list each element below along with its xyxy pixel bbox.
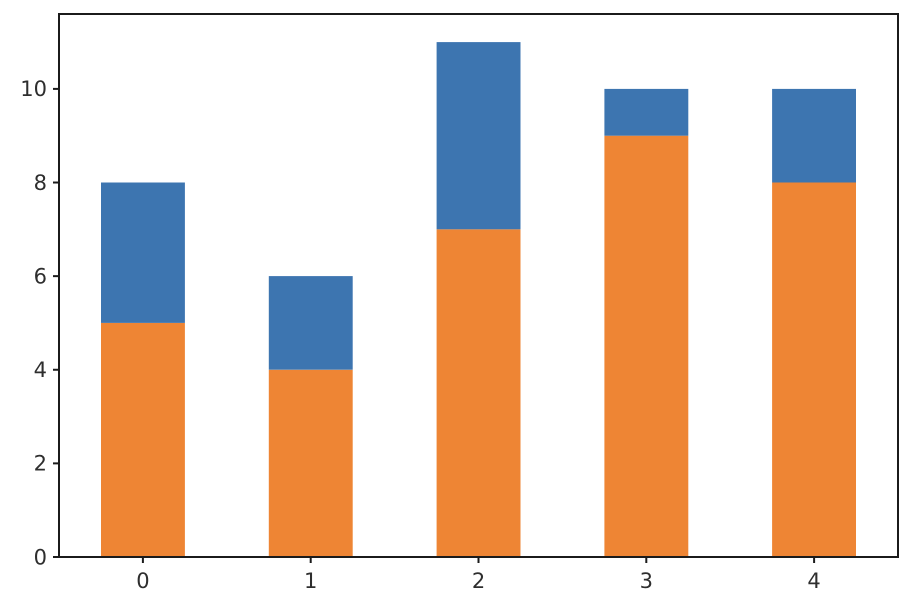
y-tick-label: 6 bbox=[34, 264, 47, 288]
bar-segment-series-1-bottom-cat1 bbox=[268, 369, 353, 557]
y-tick-label: 10 bbox=[20, 77, 47, 101]
x-tick-label: 1 bbox=[304, 569, 317, 593]
y-tick-label: 4 bbox=[34, 358, 47, 382]
y-tick-label: 2 bbox=[34, 452, 47, 476]
bar-segment-series-2-top-cat0 bbox=[101, 182, 185, 323]
bar-segment-series-1-bottom-cat3 bbox=[604, 135, 689, 557]
bar-segment-series-2-top-cat4 bbox=[772, 88, 856, 183]
bar-segment-series-1-bottom-cat0 bbox=[101, 322, 185, 557]
bar-segment-series-1-bottom-cat2 bbox=[436, 229, 521, 558]
y-tick-label: 0 bbox=[34, 545, 47, 569]
bar-segment-series-2-top-cat2 bbox=[436, 42, 521, 230]
x-tick-label: 0 bbox=[136, 569, 149, 593]
bar-segment-series-2-top-cat3 bbox=[604, 88, 689, 136]
x-tick-label: 3 bbox=[640, 569, 653, 593]
bar-segment-series-2-top-cat1 bbox=[268, 276, 353, 370]
x-tick-label: 4 bbox=[807, 569, 820, 593]
x-tick-label: 2 bbox=[472, 569, 485, 593]
bar-segment-series-1-bottom-cat4 bbox=[772, 182, 856, 557]
y-tick-label: 8 bbox=[34, 171, 47, 195]
